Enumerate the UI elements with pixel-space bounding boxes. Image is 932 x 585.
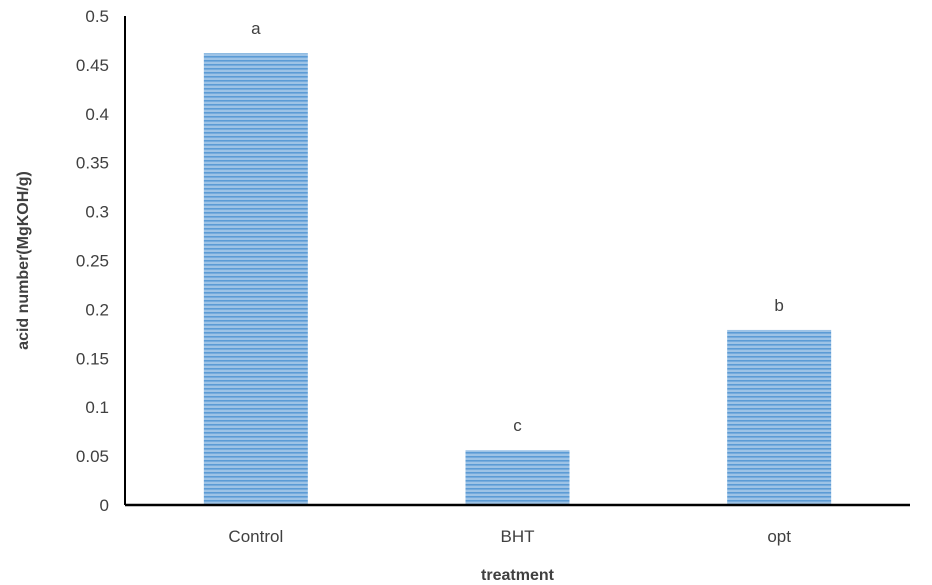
y-tick-label: 0.1 [85, 398, 109, 417]
data-label: b [774, 296, 783, 315]
x-category-label: BHT [501, 527, 535, 546]
x-category-label: Control [228, 527, 283, 546]
y-tick-label: 0 [100, 496, 109, 515]
data-label: a [251, 19, 261, 38]
bar-opt [727, 329, 832, 505]
data-label: c [513, 416, 522, 435]
y-tick-label: 0.15 [76, 349, 109, 368]
y-tick-label: 0.05 [76, 447, 109, 466]
x-category-label: opt [767, 527, 791, 546]
y-tick-label: 0.5 [85, 7, 109, 26]
x-axis-title: treatment [481, 567, 555, 584]
y-tick-label: 0.45 [76, 56, 109, 75]
data-labels: a c b [251, 19, 784, 435]
y-tick-label: 0.2 [85, 300, 109, 319]
y-axis-title: acid number(MgKOH/g) [15, 171, 32, 350]
y-tick-label: 0.25 [76, 252, 109, 271]
bar-bht [465, 450, 570, 505]
bars [203, 53, 832, 505]
y-tick-label: 0.3 [85, 203, 109, 222]
bar-control [203, 53, 308, 505]
y-axis-ticks: 0 0.05 0.1 0.15 0.2 0.25 0.3 0.35 0.4 0.45 0.5 [76, 7, 109, 515]
y-tick-label: 0.35 [76, 154, 109, 173]
y-tick-label: 0.4 [85, 105, 109, 124]
x-axis-categories: Control BHT opt [228, 527, 791, 546]
